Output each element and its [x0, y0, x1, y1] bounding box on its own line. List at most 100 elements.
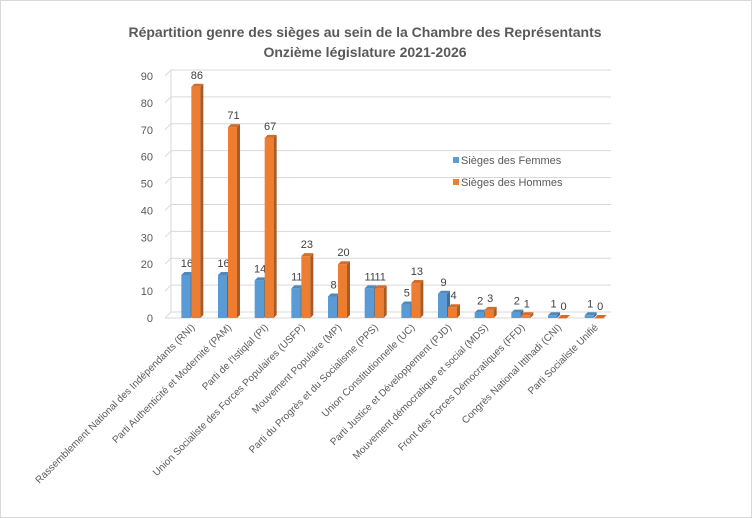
bar-top: [558, 315, 570, 318]
bar-femmes: [511, 312, 521, 318]
y-tick-label: 0: [147, 313, 153, 325]
bar-top: [291, 285, 304, 289]
bar-top: [228, 124, 240, 128]
bar-side: [273, 134, 277, 318]
y-tick-label: 80: [141, 98, 153, 110]
chart-title: Répartition genre des sièges au sein de …: [128, 24, 602, 40]
x-category-label: Parti du Progrès et du Socialisme (PPS): [247, 322, 381, 456]
bar-top: [474, 309, 487, 313]
data-label: 2: [514, 296, 520, 308]
data-label: 1: [587, 298, 593, 310]
data-label: 16: [181, 258, 193, 270]
bar-top: [254, 277, 267, 281]
legend-swatch: [453, 179, 459, 185]
bar-top: [548, 312, 560, 316]
bar-hommes: [448, 307, 457, 318]
bar-hommes: [338, 264, 347, 318]
bar-side: [420, 280, 424, 318]
bar-top: [438, 290, 450, 294]
data-label: 14: [254, 263, 266, 275]
bar-top: [301, 253, 314, 257]
y-tick-label: 30: [141, 232, 153, 244]
bar-hommes: [301, 256, 311, 318]
data-label: 0: [560, 301, 566, 313]
bar-side: [493, 306, 497, 318]
bar-top: [264, 134, 277, 138]
bar-top: [338, 261, 350, 265]
bar-femmes: [181, 274, 191, 318]
gridline-depth: [164, 69, 172, 77]
data-label: 86: [191, 70, 203, 82]
bar-side: [520, 309, 524, 318]
data-label: 4: [450, 290, 456, 302]
gridline-depth: [164, 96, 172, 104]
bar-top: [448, 304, 460, 308]
bar-top: [521, 312, 534, 316]
bar-top: [218, 271, 230, 275]
data-label: 5: [404, 288, 410, 300]
bar-top: [411, 280, 424, 284]
bar-femmes: [401, 304, 411, 318]
bar-hommes: [594, 318, 604, 319]
legend-label: Sièges des Hommes: [461, 177, 563, 189]
bar-side: [557, 312, 560, 318]
bar-hommes: [521, 315, 531, 318]
data-label: 11: [364, 271, 375, 283]
bar-femmes: [438, 293, 447, 318]
bar-side: [237, 124, 240, 318]
data-label: 0: [597, 301, 603, 313]
data-label: 71: [227, 110, 239, 122]
bar-top: [364, 285, 377, 289]
bar-side: [383, 285, 387, 318]
data-label: 2: [477, 296, 483, 308]
gridline-depth: [164, 311, 172, 319]
bar-hommes: [411, 283, 421, 318]
bar-hommes: [374, 288, 384, 318]
bar-side: [310, 253, 314, 318]
bar-hommes: [191, 86, 201, 318]
x-category-label: Mouvement démocratique et social (MDS): [351, 322, 491, 462]
x-category-label: Parti de l'Istiqlal (PI): [200, 322, 270, 392]
legend-label: Sièges des Femmes: [461, 155, 562, 167]
bar-top: [374, 285, 387, 289]
gridline-depth: [164, 284, 172, 292]
bar-top: [594, 315, 607, 318]
data-label: 1: [524, 298, 530, 310]
gridline-depth: [164, 177, 172, 184]
y-tick-label: 40: [141, 205, 153, 217]
bar-femmes: [364, 288, 374, 318]
bar-top: [181, 271, 194, 275]
bar-femmes: [474, 312, 484, 318]
data-label: 8: [330, 279, 336, 291]
bar-side: [457, 304, 460, 318]
bar-femmes: [218, 274, 227, 318]
gridline-depth: [164, 204, 172, 211]
y-tick-label: 20: [141, 259, 153, 271]
data-label: 20: [337, 247, 349, 259]
data-label: 67: [264, 121, 276, 133]
data-label: 9: [440, 277, 446, 289]
bar-side: [200, 83, 204, 318]
y-tick-label: 50: [141, 179, 153, 191]
data-label: 16: [217, 258, 229, 270]
gridline-depth: [164, 150, 172, 158]
bar-side: [593, 312, 597, 318]
bar-hommes: [558, 318, 567, 319]
data-label: 13: [411, 266, 423, 278]
bar-hommes: [228, 127, 237, 318]
y-tick-label: 70: [141, 125, 153, 137]
chart-subtitle: Onzième législature 2021-2026: [263, 44, 467, 60]
bar-side: [530, 312, 534, 318]
legend-swatch: [453, 157, 459, 163]
bar-femmes: [548, 315, 557, 318]
gridline-depth: [164, 257, 172, 265]
bar-side: [347, 261, 350, 318]
data-label: 11: [291, 271, 302, 283]
bar-hommes: [264, 137, 274, 318]
data-label: 11: [374, 271, 385, 283]
y-tick-label: 10: [141, 286, 153, 298]
bar-top: [484, 306, 497, 310]
chart-title-block: Répartition genre des sièges au sein de …: [0, 22, 730, 62]
